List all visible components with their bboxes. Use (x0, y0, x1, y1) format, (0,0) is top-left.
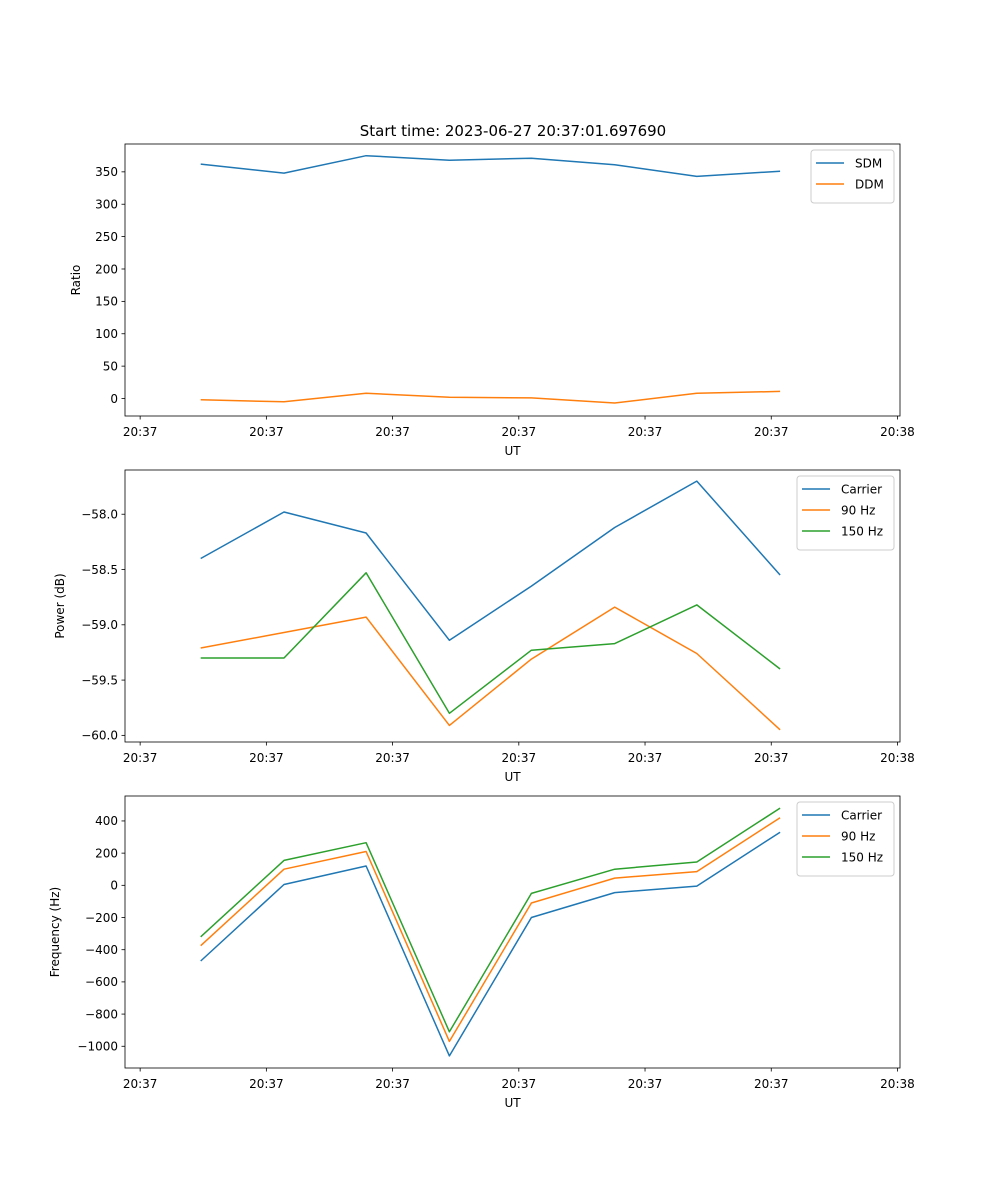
y-tick-label: 300 (95, 198, 118, 212)
legend-label: Carrier (841, 483, 882, 497)
x-axis-label: UT (504, 444, 521, 458)
x-tick-label: 20:37 (123, 425, 158, 439)
x-tick-label: 20:37 (375, 751, 410, 765)
y-tick-label: 250 (95, 230, 118, 244)
legend-label: SDM (855, 157, 882, 171)
x-axis-label: UT (504, 770, 521, 784)
x-tick-label: 20:38 (880, 1077, 915, 1091)
legend: Carrier 90 Hz 150 Hz (796, 475, 895, 551)
legend-label: 90 Hz (841, 504, 875, 518)
y-tick-label: 0 (110, 392, 118, 406)
x-tick-label: 20:38 (880, 751, 915, 765)
chart-panel-1: 20:37 20:37 20:37 20:37 20:37 20:37 20:38 0 50 10… (69, 143, 915, 458)
series-line-carrier (200, 480, 781, 642)
y-axis-label: Ratio (69, 265, 83, 296)
y-tick-label: 100 (95, 327, 118, 341)
series-line-ddm (200, 390, 781, 404)
x-tick-label: 20:37 (375, 425, 410, 439)
axes-frame (124, 143, 901, 417)
legend-label: 90 Hz (841, 830, 875, 844)
x-tick-label: 20:37 (628, 425, 663, 439)
x-tick-label: 20:37 (123, 751, 158, 765)
y-tick-label: 0 (110, 879, 118, 893)
chart-panel-2: 20:37 20:37 20:37 20:37 20:37 20:37 20:38 −60.0… (53, 469, 915, 784)
y-tick-label: −58.0 (81, 508, 118, 522)
series-line-150-hz (200, 807, 781, 1033)
x-tick-label: 20:37 (249, 425, 284, 439)
y-tick-label: −1000 (77, 1040, 118, 1054)
x-tick-label: 20:38 (880, 425, 915, 439)
y-tick-label: 50 (103, 359, 118, 373)
series-line-150-hz (200, 572, 781, 715)
y-tick-label: −200 (85, 911, 118, 925)
x-tick-label: 20:37 (754, 1077, 789, 1091)
x-tick-label: 20:37 (249, 1077, 284, 1091)
x-tick-label: 20:37 (754, 751, 789, 765)
y-tick-label: −600 (85, 975, 118, 989)
y-tick-label: 200 (95, 846, 118, 860)
series-line-sdm (200, 154, 781, 178)
axes-frame (124, 795, 901, 1069)
chart-panel-3: 20:37 20:37 20:37 20:37 20:37 20:37 20:38 −1000… (48, 795, 915, 1110)
y-tick-label: 150 (95, 295, 118, 309)
x-tick-label: 20:37 (628, 751, 663, 765)
y-tick-label: 200 (95, 262, 118, 276)
y-tick-label: −60.0 (81, 729, 118, 743)
figure-title: Start time: 2023-06-27 20:37:01.697690 (360, 122, 666, 140)
y-tick-label: −59.5 (81, 673, 118, 687)
y-tick-label: −59.0 (81, 618, 118, 632)
x-tick-label: 20:37 (754, 425, 789, 439)
x-tick-label: 20:37 (502, 425, 537, 439)
x-tick-label: 20:37 (502, 1077, 537, 1091)
y-axis-label: Frequency (Hz) (48, 887, 62, 978)
x-tick-label: 20:37 (123, 1077, 158, 1091)
x-tick-label: 20:37 (502, 751, 537, 765)
series-line-carrier (200, 831, 781, 1057)
x-tick-label: 20:37 (628, 1077, 663, 1091)
series-line-90-hz (200, 817, 781, 1043)
y-tick-label: −800 (85, 1007, 118, 1021)
legend-label: 150 Hz (841, 851, 883, 865)
axes-frame (124, 469, 901, 743)
legend-label: DDM (855, 178, 884, 192)
x-axis-label: UT (504, 1096, 521, 1110)
legend-label: Carrier (841, 809, 882, 823)
y-tick-label: −58.5 (81, 563, 118, 577)
x-tick-label: 20:37 (375, 1077, 410, 1091)
series-line-90-hz (200, 606, 781, 731)
legend: SDM DDM (810, 149, 895, 204)
y-tick-label: −400 (85, 943, 118, 957)
legend: Carrier 90 Hz 150 Hz (796, 801, 895, 877)
y-axis-label: Power (dB) (53, 573, 67, 638)
y-tick-label: 350 (95, 165, 118, 179)
legend-label: 150 Hz (841, 525, 883, 539)
y-tick-label: 400 (95, 814, 118, 828)
x-tick-label: 20:37 (249, 751, 284, 765)
